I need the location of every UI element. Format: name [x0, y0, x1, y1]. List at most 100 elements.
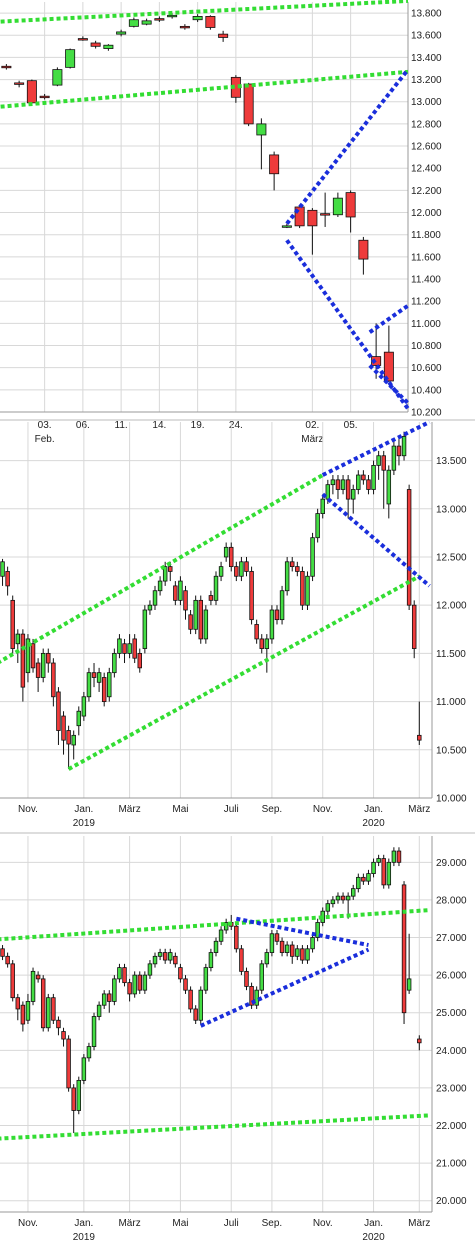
candle — [25, 993, 31, 1024]
candle — [91, 663, 97, 688]
candle — [193, 1005, 198, 1024]
candle — [244, 556, 249, 577]
candle-body-down — [300, 948, 305, 961]
candle-body-up — [112, 978, 117, 1002]
candle-body-down — [249, 986, 254, 1006]
green-trendline — [67, 574, 421, 771]
candle — [325, 899, 331, 915]
candle-body-up — [208, 952, 214, 968]
x-tick-label: März — [408, 1218, 430, 1229]
candle — [46, 993, 51, 1032]
candle-body-up — [281, 225, 292, 228]
x-tick-label: Jan. — [364, 804, 383, 815]
candle — [65, 48, 76, 69]
candle — [192, 14, 203, 22]
candle — [157, 576, 163, 596]
candle — [183, 975, 188, 994]
candle-body-down — [137, 974, 142, 991]
candle — [229, 542, 234, 572]
candle-body-up — [269, 609, 275, 640]
candle — [213, 937, 219, 957]
candle-body-up — [117, 967, 122, 980]
x-tick-label: März — [408, 804, 430, 815]
candle — [391, 441, 397, 476]
candle — [203, 963, 209, 994]
candle-body-down — [361, 474, 366, 481]
candle-body-down — [208, 595, 214, 601]
candle — [152, 952, 158, 968]
candle — [218, 30, 229, 42]
candle-body-up — [325, 484, 331, 500]
candle-body-down — [122, 643, 127, 654]
candle-body-down — [61, 1031, 66, 1040]
candle-body-down — [193, 1008, 198, 1021]
candle — [366, 475, 371, 495]
candle — [205, 15, 216, 30]
candle-body-down — [239, 948, 244, 972]
y-tick-label: 13.000 — [411, 97, 442, 108]
y-tick-label: 12.000 — [436, 601, 467, 612]
candle-body-up — [128, 19, 139, 27]
candle-body-up — [147, 604, 153, 611]
y-tick-label: 24.000 — [436, 1046, 467, 1057]
blue-trendline — [368, 364, 410, 405]
blue-trendline — [321, 420, 431, 477]
x-tick-label: Sep. — [262, 804, 283, 815]
candle — [315, 508, 320, 543]
candle — [335, 892, 341, 904]
candle — [86, 667, 92, 702]
candle — [358, 236, 369, 275]
candle-body-up — [213, 940, 219, 953]
candle — [51, 658, 56, 707]
candle — [279, 585, 285, 625]
candle-body-up — [315, 513, 320, 539]
candle — [154, 16, 165, 22]
candle — [269, 930, 275, 957]
candle-body-up — [71, 734, 76, 746]
candle — [15, 993, 21, 1021]
candle — [386, 465, 392, 519]
candle-body-up — [157, 580, 163, 592]
candle — [396, 436, 402, 466]
candle — [77, 36, 88, 41]
candle-body-up — [142, 974, 148, 991]
candle-body-down — [401, 884, 407, 1014]
candle-body-down — [168, 566, 173, 572]
candle-body-down — [358, 239, 369, 260]
y-tick-label: 12.800 — [411, 119, 442, 130]
candle — [350, 484, 356, 514]
candle — [320, 192, 331, 227]
blue-trendline — [285, 239, 410, 410]
x-tick-label: Sep. — [262, 1218, 283, 1229]
candle — [281, 223, 292, 229]
candle — [213, 571, 219, 606]
candle — [173, 581, 178, 606]
candle-body-up — [330, 899, 336, 905]
candle-body-down — [154, 18, 165, 21]
blue-trendline — [235, 916, 369, 948]
candle-body-down — [39, 95, 50, 99]
candle — [117, 634, 122, 659]
green-trendline — [0, 473, 324, 664]
candle — [10, 960, 15, 1002]
candle-body-up — [25, 638, 31, 674]
x-tick-label: Mai — [172, 1218, 188, 1229]
candle — [39, 93, 50, 100]
candle — [5, 952, 10, 968]
candle-body-down — [10, 963, 15, 999]
candle-body-up — [46, 997, 51, 1029]
candle-body-up — [371, 861, 376, 875]
blue-trendline — [368, 303, 410, 334]
y-tick-label: 12.000 — [411, 208, 442, 219]
candle — [122, 963, 127, 987]
y-tick-label: 10.400 — [411, 385, 442, 396]
candle — [10, 595, 15, 654]
candle-body-up — [345, 895, 351, 901]
candle — [376, 854, 381, 867]
candle-body-up — [264, 638, 270, 649]
candle — [179, 24, 190, 30]
candle — [386, 858, 392, 889]
y-tick-label: 23.000 — [436, 1083, 467, 1094]
candle-body-up — [152, 955, 158, 965]
candle — [20, 1001, 26, 1032]
